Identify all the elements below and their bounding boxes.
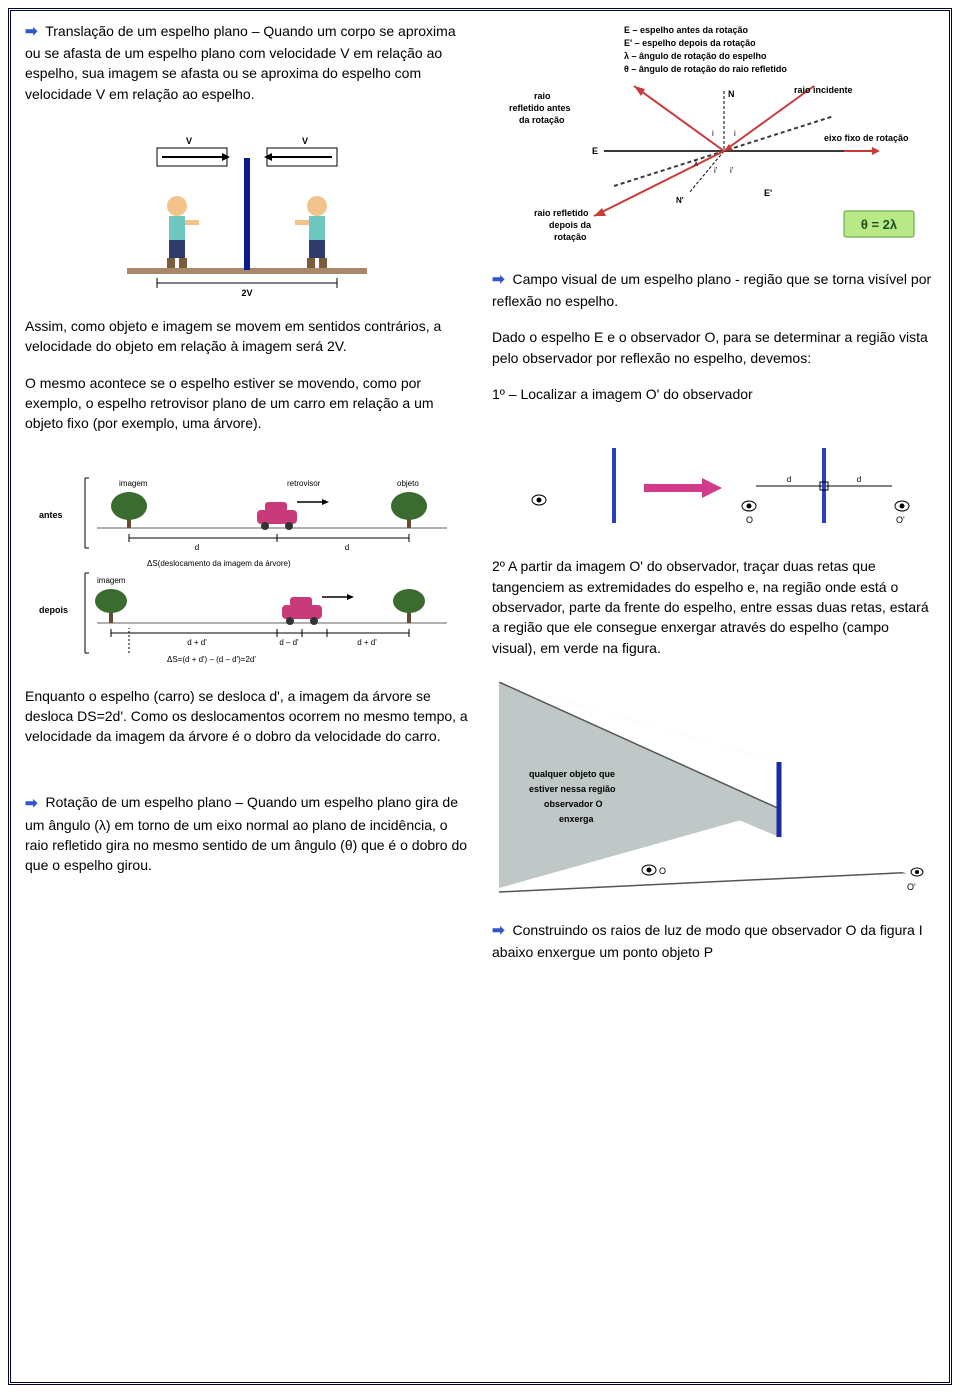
eye-field-Op bbox=[911, 868, 923, 876]
eye-O bbox=[742, 501, 756, 511]
label-imagem-bot: imagem bbox=[97, 576, 126, 585]
region-text-1: qualquer objeto que bbox=[529, 769, 615, 779]
figure-rotation: E – espelho antes da rotação E' – espelh… bbox=[492, 21, 935, 251]
label-ip: i' bbox=[714, 166, 718, 175]
label-d-1: d bbox=[194, 543, 198, 552]
fig1-svg: V V bbox=[117, 128, 377, 298]
arrow-icon: ➡ bbox=[25, 793, 38, 815]
label-Op: O' bbox=[896, 515, 905, 525]
left-para-5: ➡ Rotação de um espelho plano – Quando u… bbox=[25, 792, 468, 875]
car-bot bbox=[282, 597, 322, 625]
label-dplus2: d + d' bbox=[357, 638, 377, 647]
label-N: N bbox=[728, 89, 735, 99]
legend-3: λ – ângulo de rotação do espelho bbox=[624, 51, 767, 61]
label-2v: 2V bbox=[241, 288, 252, 298]
label-imagem-top: imagem bbox=[119, 479, 148, 488]
legend-1: E – espelho antes da rotação bbox=[624, 25, 749, 35]
right-para-4: 2º A partir da imagem O' do observador, … bbox=[492, 556, 935, 657]
legend-2: E' – espelho depois da rotação bbox=[624, 38, 756, 48]
label-i2: i bbox=[734, 129, 736, 138]
fig2-svg: antes depois bbox=[37, 458, 457, 668]
left-para-1: ➡ Translação de um espelho plano – Quand… bbox=[25, 21, 468, 104]
label-formula: θ = 2λ bbox=[860, 217, 897, 232]
tree-image-bot bbox=[95, 589, 127, 623]
mirror bbox=[244, 158, 250, 270]
svg-text:N': N' bbox=[676, 196, 684, 205]
label-d-left: d bbox=[786, 475, 790, 484]
label-Ep: E' bbox=[764, 188, 772, 198]
figure-boy-mirror: V V bbox=[25, 128, 468, 298]
tree-image-top bbox=[111, 492, 147, 528]
right-para-5: ➡ Construindo os raios de luz de modo qu… bbox=[492, 920, 935, 962]
label-v-right: V bbox=[301, 136, 307, 146]
label-raio-antes-1: raio bbox=[534, 91, 551, 101]
label-field-O: O bbox=[659, 866, 666, 876]
tree-object-bot bbox=[393, 589, 425, 623]
label-ip2: i' bbox=[730, 166, 734, 175]
left-text-5: Rotação de um espelho plano – Quando um … bbox=[25, 794, 467, 873]
right-para-3: 1º – Localizar a imagem O' do observador bbox=[492, 384, 935, 404]
left-para-4: Enquanto o espelho (carro) se desloca d'… bbox=[25, 686, 468, 747]
label-dminus: d – d' bbox=[279, 638, 299, 647]
label-raio-depois-3: rotação bbox=[554, 232, 587, 242]
car-top bbox=[257, 502, 297, 530]
left-column: ➡ Translação de um espelho plano – Quand… bbox=[25, 21, 468, 978]
region-text-2: estiver nessa região bbox=[529, 784, 616, 794]
legend-4: θ – ângulo de rotação do raio refletido bbox=[624, 64, 787, 74]
label-formula-bot: ΔS=(d + d') – (d – d')=2d' bbox=[167, 655, 256, 664]
label-v-left: V bbox=[185, 136, 191, 146]
label-antes: antes bbox=[39, 510, 63, 520]
label-ds: ΔS(deslocamento da imagem da árvore) bbox=[147, 559, 291, 568]
left-para-3: O mesmo acontece se o espelho estiver se… bbox=[25, 373, 468, 434]
eye-field-O bbox=[642, 865, 656, 875]
two-column-layout: ➡ Translação de um espelho plano – Quand… bbox=[25, 21, 935, 978]
label-raio-antes-3: da rotação bbox=[519, 115, 565, 125]
label-dplus: d + d' bbox=[187, 638, 207, 647]
arrow-icon: ➡ bbox=[25, 21, 38, 43]
label-depois: depois bbox=[39, 605, 68, 615]
left-text-1: Translação de um espelho plano – Quando … bbox=[25, 23, 456, 102]
right-text-5: Construindo os raios de luz de modo que … bbox=[492, 922, 923, 960]
label-raio-depois-1: raio refletido bbox=[534, 208, 589, 218]
label-eixo: eixo fixo de rotação bbox=[824, 133, 909, 143]
region-text-3: observador O bbox=[544, 799, 603, 809]
label-lambda: λ bbox=[694, 159, 698, 168]
label-raio-depois-2: depois da bbox=[549, 220, 592, 230]
label-i: i bbox=[712, 129, 714, 138]
arrow-icon: ➡ bbox=[492, 269, 505, 291]
figure-car-trees: antes depois bbox=[25, 458, 468, 668]
eye-Op bbox=[895, 501, 909, 511]
eye-left bbox=[532, 495, 546, 505]
page-frame: ➡ Translação de um espelho plano – Quand… bbox=[8, 8, 952, 1385]
label-raio-antes-2: refletido antes bbox=[509, 103, 571, 113]
arrow-icon: ➡ bbox=[492, 920, 505, 942]
fig5-svg: qualquer objeto que estiver nessa região… bbox=[499, 682, 929, 902]
right-column: E – espelho antes da rotação E' – espelh… bbox=[492, 21, 935, 978]
label-O: O bbox=[746, 515, 753, 525]
label-d-2: d bbox=[344, 543, 348, 552]
label-retrovisor: retrovisor bbox=[287, 479, 321, 488]
figure-visual-field: qualquer objeto que estiver nessa região… bbox=[492, 682, 935, 902]
figure-observer-mirror: O d d O' bbox=[492, 428, 935, 538]
label-field-Op: O' bbox=[907, 882, 916, 892]
fig4-svg: O d d O' bbox=[504, 428, 924, 538]
pink-arrow-head bbox=[702, 478, 722, 498]
left-para-2: Assim, como objeto e imagem se movem em … bbox=[25, 316, 468, 357]
label-E: E bbox=[592, 146, 598, 156]
right-para-1: ➡ Campo visual de um espelho plano - reg… bbox=[492, 269, 935, 311]
region-text-4: enxerga bbox=[559, 814, 595, 824]
fig3-svg: E – espelho antes da rotação E' – espelh… bbox=[494, 21, 934, 251]
right-para-2: Dado o espelho E e o observador O, para … bbox=[492, 327, 935, 368]
tree-object-top bbox=[391, 492, 427, 528]
right-text-1: Campo visual de um espelho plano - regiã… bbox=[492, 271, 931, 309]
label-raio-incidente: raio incidente bbox=[794, 85, 853, 95]
label-d-right: d bbox=[856, 475, 860, 484]
label-objeto-top: objeto bbox=[397, 479, 419, 488]
